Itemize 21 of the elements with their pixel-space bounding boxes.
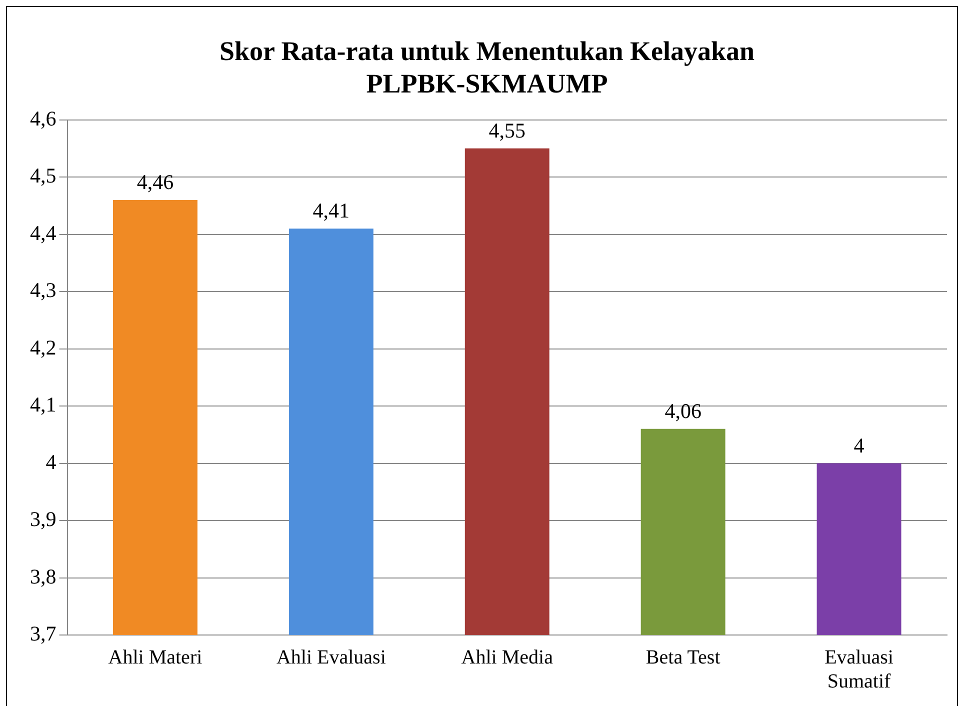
y-tick-label: 3,7 bbox=[30, 622, 56, 646]
y-tick-label: 4 bbox=[46, 450, 57, 474]
x-tick-label: Ahli Media bbox=[461, 646, 554, 668]
y-tick-label: 4,2 bbox=[30, 335, 56, 360]
y-tick-label: 4,1 bbox=[30, 392, 56, 417]
y-tick-label: 3,9 bbox=[30, 507, 56, 532]
x-tick-label: Ahli Materi bbox=[108, 646, 203, 668]
y-tick-label: 4,5 bbox=[30, 164, 56, 188]
y-tick-label: 4,3 bbox=[30, 278, 56, 302]
data-label: 4,46 bbox=[136, 170, 174, 194]
y-tick-label: 4,4 bbox=[30, 220, 57, 245]
data-label: 4,06 bbox=[664, 398, 702, 423]
y-tick-label: 3,8 bbox=[30, 564, 56, 588]
chart-title: Skor Rata-rata untuk Menentukan Kelayakan PLPBK-SKMAUMP bbox=[219, 36, 755, 99]
x-tick-label: Beta Test bbox=[646, 646, 721, 668]
data-label: 4,41 bbox=[312, 198, 350, 223]
x-tick-label: Evaluasi Sumatif bbox=[824, 646, 894, 692]
data-label: 4,55 bbox=[488, 118, 526, 142]
data-label: 4 bbox=[854, 433, 865, 458]
x-tick-label: Ahli Evaluasi bbox=[276, 646, 386, 668]
y-tick-label: 4,6 bbox=[30, 106, 56, 130]
